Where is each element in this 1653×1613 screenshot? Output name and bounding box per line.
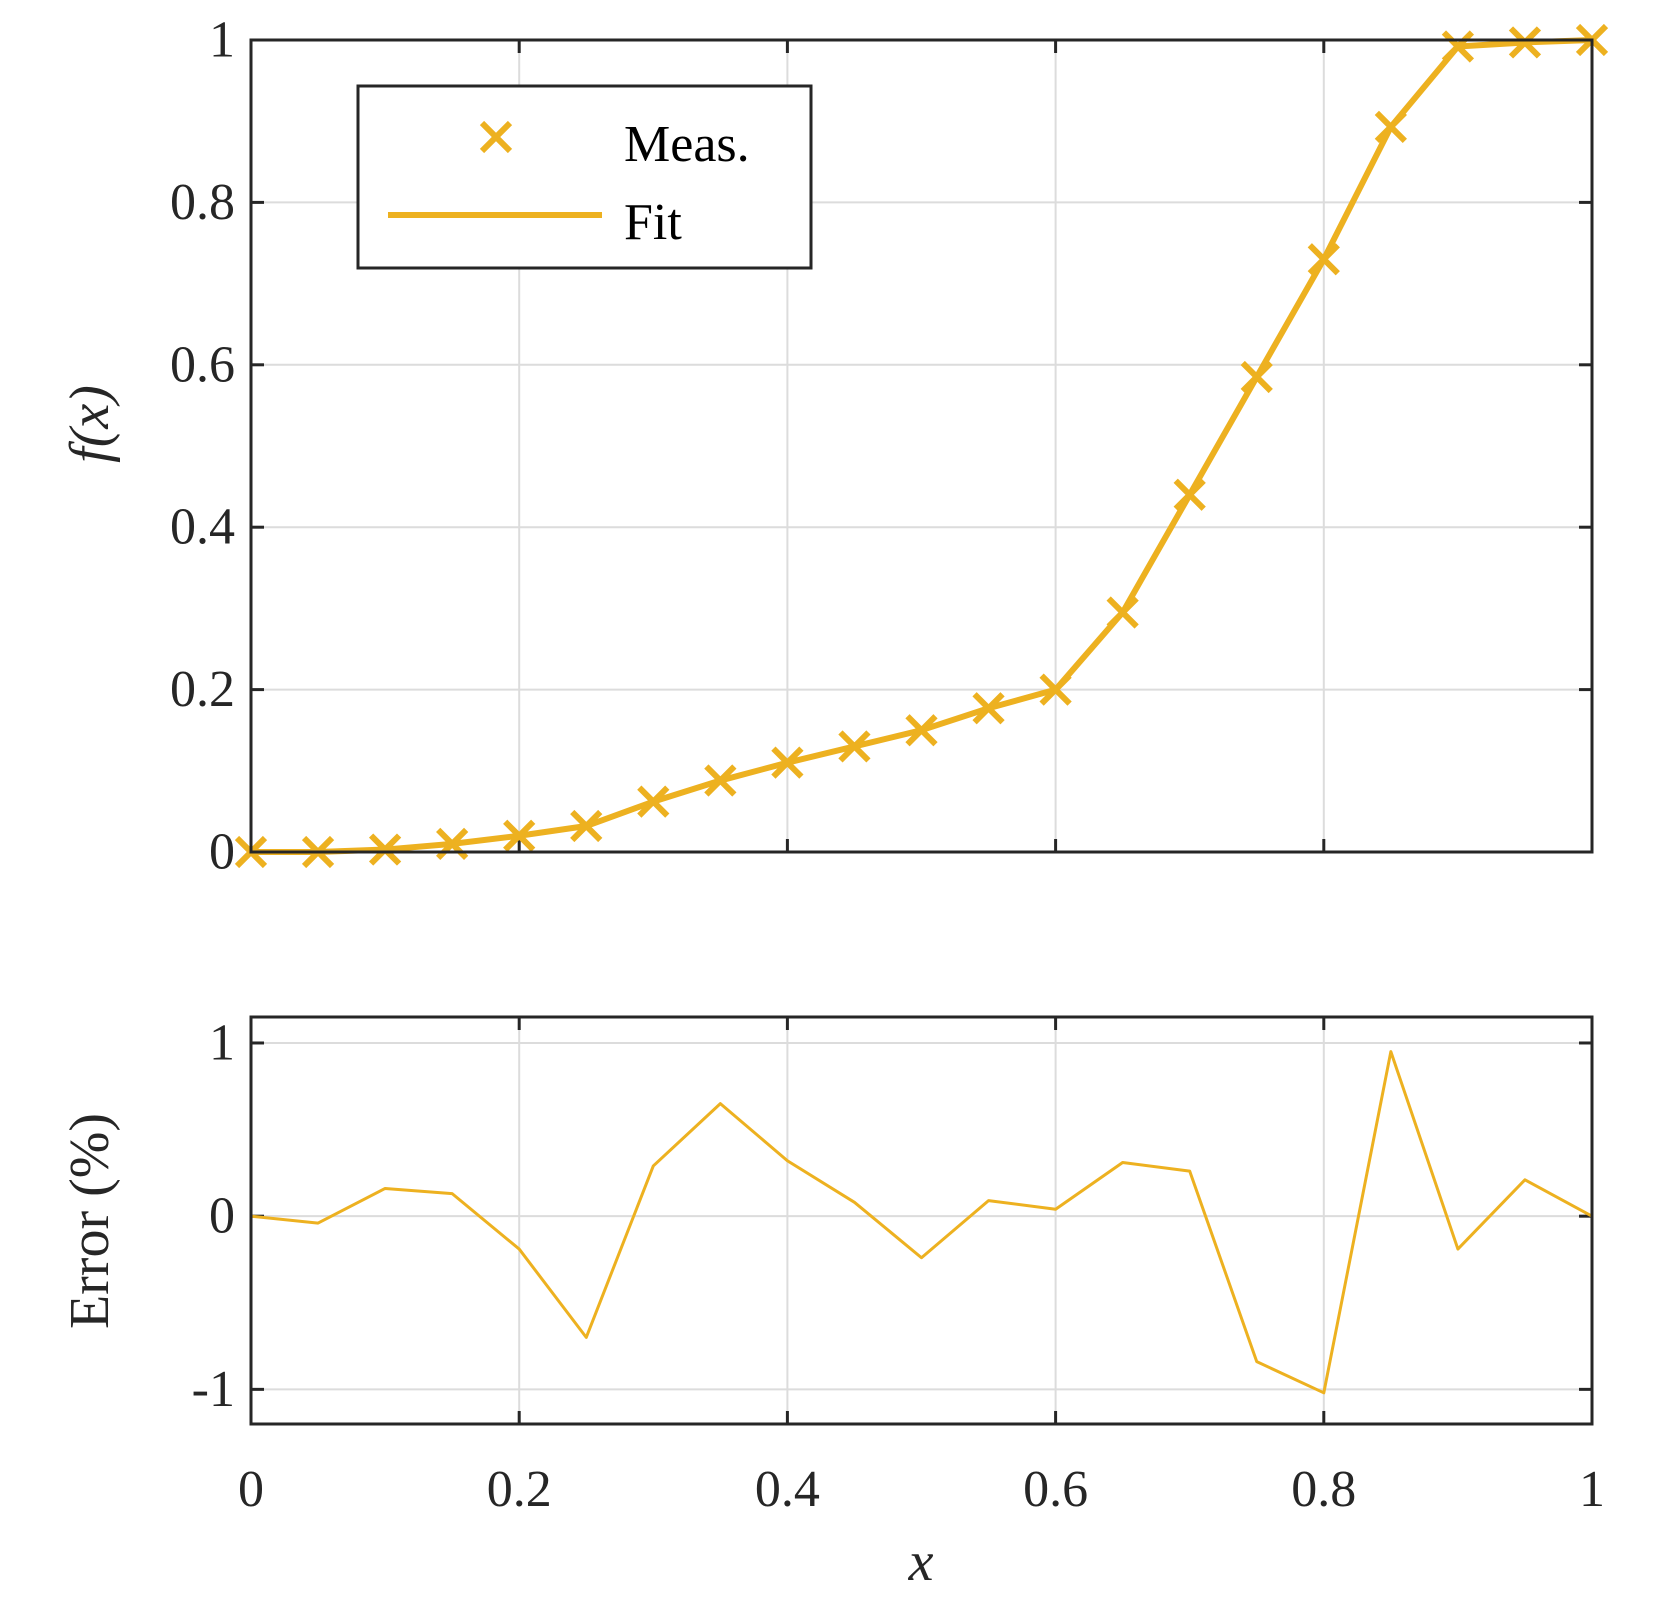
meas-point [570, 809, 603, 843]
error-ytick-label: -1 [192, 1361, 235, 1418]
meas-point [1173, 478, 1206, 511]
meas-point [1240, 360, 1273, 394]
fx-plot-ylabel: f(x) [59, 385, 121, 463]
legend-box [356, 84, 813, 270]
fx-plot-series [234, 23, 1609, 869]
meas-point [368, 833, 402, 866]
error-xtick-label: 0.2 [487, 1461, 552, 1518]
error-ytick-label: 0 [209, 1188, 235, 1245]
meas-point [771, 746, 804, 779]
fx-ytick-label: 1 [209, 12, 235, 69]
error-ylabel-text: Error (%) [59, 1113, 121, 1329]
fx-ytick-label: 0.4 [170, 499, 235, 556]
meas-point [704, 764, 737, 797]
meas-point [503, 819, 536, 852]
meas-point [1106, 596, 1139, 629]
meas-point [1441, 30, 1475, 63]
fx-ytick-label: 0 [209, 824, 235, 881]
error-xtick-label: 0.4 [755, 1461, 820, 1518]
error-ytick-label: 1 [209, 1014, 235, 1071]
fx-ytick-label: 0.8 [170, 174, 235, 231]
meas-point [905, 714, 938, 747]
legend-meas-marker [479, 120, 513, 154]
fx-plot-ytick-labels: 0 0.2 0.4 0.6 0.8 1 [170, 12, 235, 881]
meas-point [637, 785, 670, 818]
meas-point [838, 730, 871, 763]
error-plot-grid [250, 1017, 1593, 1424]
error-plot-ylabel: Error (%) [59, 1113, 121, 1329]
error-xtick-label: 0.8 [1291, 1461, 1356, 1518]
error-plot-frame [249, 1015, 1594, 1426]
fx-plot-frame [249, 38, 1594, 854]
meas-point [1307, 243, 1340, 276]
fx-ytick-label: 0.6 [170, 336, 235, 393]
legend-meas-x [479, 120, 513, 154]
error-xtick-label: 1 [1579, 1461, 1605, 1518]
fx-ytick-label: 0.2 [170, 661, 235, 718]
fx-plot: 0 0.2 0.4 0.6 0.8 1 f(x) Meas. Fit [59, 12, 1609, 881]
fx-ylabel-text: f(x) [59, 385, 121, 463]
meas-point [1374, 110, 1407, 144]
xlabel: x [908, 1531, 934, 1593]
error-plot-series [250, 1050, 1593, 1395]
meas-point [1508, 26, 1542, 59]
error-plot: -101 0 0.2 0.4 0.6 0.8 1 Error (%) x [59, 1014, 1605, 1593]
error-plot-ytick-labels: -1 0 1 [192, 1014, 235, 1417]
legend: Meas. Fit [356, 84, 813, 270]
meas-point [972, 692, 1005, 725]
error-plot-xtick-labels: 0 0.2 0.4 0.6 0.8 1 [238, 1461, 1605, 1518]
legend-fit-label: Fit [624, 194, 682, 251]
error-xtick-label: 0 [238, 1461, 264, 1518]
error-xtick-label: 0.6 [1023, 1461, 1088, 1518]
error-line [250, 1050, 1593, 1395]
meas-point [1039, 673, 1072, 706]
legend-meas-label: Meas. [624, 116, 750, 173]
